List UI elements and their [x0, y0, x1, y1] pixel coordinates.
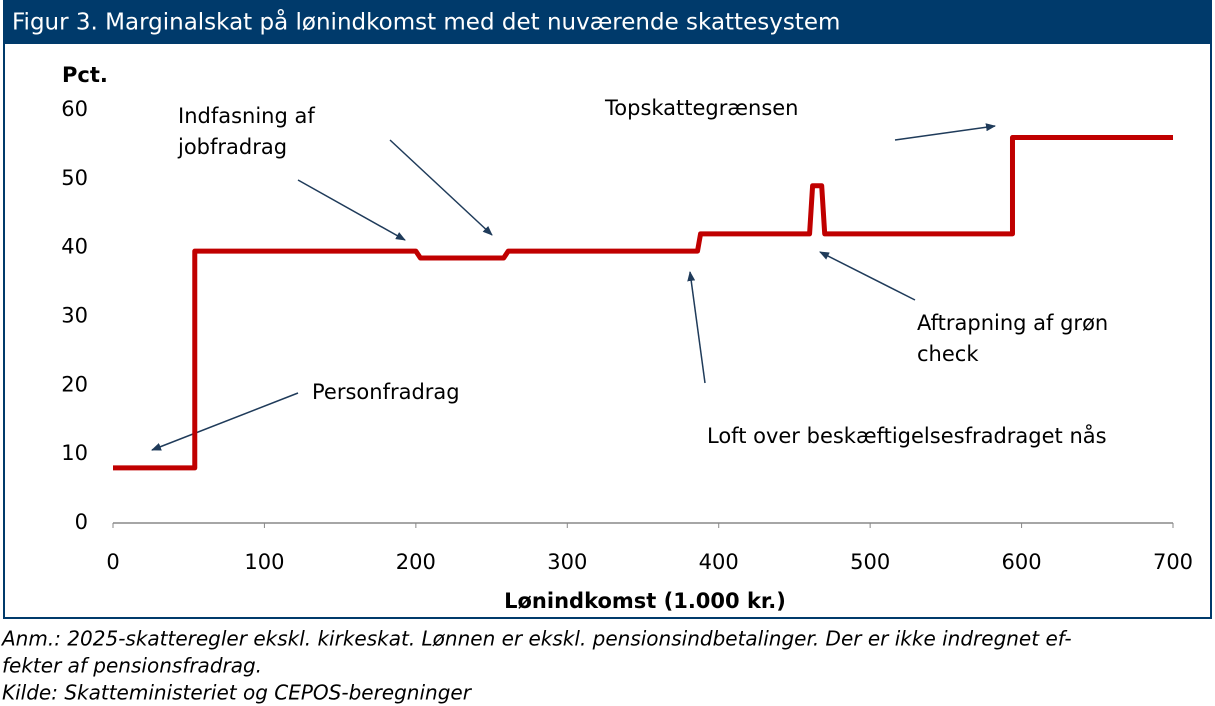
header-bar: [4, 0, 1211, 44]
x-tick-label: 0: [106, 550, 119, 574]
arrow: [151, 392, 299, 451]
x-tick-label: 100: [244, 550, 284, 574]
y-tick-label: 20: [61, 372, 88, 396]
annotation: Personfradrag: [312, 380, 460, 404]
arrow: [389, 139, 493, 236]
frame: [3, 0, 1212, 619]
arrows: [151, 123, 996, 451]
x-tick-label: 200: [396, 550, 436, 574]
x-tick-label: 300: [547, 550, 587, 574]
x-tick-label: 600: [1002, 550, 1042, 574]
y-tick-label: 40: [61, 235, 88, 259]
annotation: jobfradrag: [177, 135, 287, 159]
x-tick-label: 700: [1153, 550, 1193, 574]
note: Anm.: 2025-skatteregler ekskl. kirkeskat…: [0, 627, 1072, 651]
arrow: [687, 271, 706, 384]
x-axis-label: Lønindkomst (1.000 kr.): [504, 589, 786, 613]
arrow: [894, 123, 996, 141]
y-tick-label: 60: [61, 97, 88, 121]
arrow: [297, 179, 406, 241]
x-tick-label: 400: [699, 550, 739, 574]
line: [113, 135, 1173, 471]
arrow: [819, 251, 916, 301]
y-tick-label: 30: [61, 304, 88, 328]
chart-title: Figur 3. Marginalskat på lønindkomst med…: [12, 8, 840, 36]
x-tick-label: 500: [850, 550, 890, 574]
annotation: check: [917, 342, 979, 366]
note: fekter af pensionsfradrag.: [2, 654, 262, 678]
y-tick-label: 10: [61, 441, 88, 465]
y-axis-label: Pct.: [62, 63, 108, 87]
annotation: Topskattegrænsen: [604, 96, 799, 120]
annotation: Indfasning af: [178, 104, 315, 128]
y-tick-label: 0: [75, 510, 88, 534]
annotation: Aftrapning af grøn: [917, 311, 1108, 335]
y-tick-label: 50: [61, 166, 88, 190]
annotation: Loft over beskæftigelsesfradraget nås: [707, 423, 1107, 448]
note: Kilde: Skatteministeriet og CEPOS-beregn…: [2, 681, 473, 705]
